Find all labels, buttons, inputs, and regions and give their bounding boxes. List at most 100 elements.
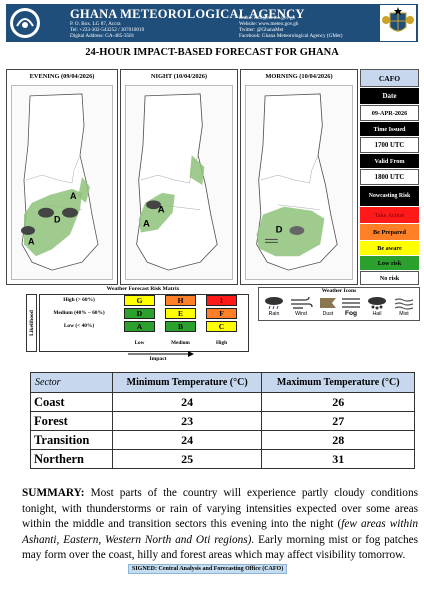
time-issued-label: Time Issued — [360, 122, 419, 136]
svg-text:A: A — [70, 191, 77, 201]
risk-matrix — [39, 294, 249, 352]
forecast-legend: CAFO Date 09-APR-2026 Time Issued 1700 U… — [360, 69, 419, 285]
max-temp-value: 26 — [261, 392, 415, 412]
row-label-low: Low (< 40%) — [63, 323, 95, 329]
page-title: 24-HOUR IMPACT-BASED FORECAST FOR GHANA — [85, 47, 339, 58]
evening-map-panel: EVENING (09/04/2026) A D A — [6, 69, 118, 285]
likelihood-label: Likelihood — [28, 310, 35, 336]
svg-text:A: A — [143, 219, 150, 229]
coat-of-arms-icon — [380, 5, 416, 41]
date-value: 09-APR-2026 — [360, 105, 419, 121]
matrix-cell-d: D — [124, 308, 155, 319]
summary-italic: few areas within Ashanti, Eastern, Weste… — [22, 518, 418, 546]
min-temp-value: 25 — [111, 449, 263, 469]
weather-icons-box: Weather Icons Rain Wind Dust Fog Hail Mi… — [258, 287, 420, 321]
svg-text:A: A — [158, 205, 165, 215]
sector-name: Transition — [30, 430, 113, 450]
min-temp-value: 24 — [111, 430, 263, 450]
forecast-summary: SUMMARY: Most parts of the country will … — [22, 486, 418, 564]
night-map: A A — [125, 85, 233, 280]
matrix-cell-g: G — [124, 295, 155, 306]
time-issued-value: 1700 UTC — [360, 137, 419, 153]
impact-arrow-icon — [128, 351, 194, 357]
matrix-cell-i: I — [206, 295, 237, 306]
mist-icon — [394, 298, 414, 310]
agency-header: GHANA METEOROLOGICAL AGENCY P. O. Box. L… — [6, 4, 418, 42]
morning-map-panel: MORNING (10/04/2026) D — [240, 69, 358, 285]
valid-from-value: 1800 UTC — [360, 169, 419, 185]
fog-icon — [342, 298, 360, 308]
summary-text-2: Early morning mist or fog patches may fo… — [22, 533, 419, 562]
dust-icon — [320, 298, 336, 308]
rain-label: Rain — [268, 311, 280, 317]
matrix-cell-e: E — [165, 308, 196, 319]
sector-header: Sector — [30, 372, 113, 393]
hail-icon — [368, 297, 386, 310]
likelihood-axis: Likelihood — [26, 294, 37, 352]
agency-name: GHANA METEOROLOGICAL AGENCY — [70, 7, 305, 21]
min-temp-header: Minimum Temperature (°C) — [111, 372, 263, 393]
phone-line: Tel: +233-302-543252 / 307010019 — [70, 27, 145, 33]
col-label-medium: Medium — [171, 340, 190, 346]
svg-text:D: D — [54, 215, 61, 225]
level-be-prepared: Be Prepared — [360, 224, 419, 240]
row-label-high: High (> 60%) — [63, 297, 95, 303]
twitter-line: Twitter: @GhanaMet — [239, 27, 284, 33]
hail-label: Hail — [372, 311, 382, 317]
fog-label: Fog — [344, 310, 358, 317]
sector-name: Forest — [30, 411, 113, 431]
digital-address-line: Digital Address: GA-485-3581 — [70, 33, 135, 39]
level-low-risk: Low risk — [360, 256, 419, 270]
level-no-risk: No risk — [360, 271, 419, 285]
rain-icon — [265, 297, 283, 310]
table-row: Forest 23 27 — [30, 411, 415, 431]
email-line: Email: info@meteo.gov.gh — [239, 15, 296, 21]
level-be-aware: Be aware — [360, 241, 419, 255]
mist-label: Mist — [399, 311, 409, 317]
matrix-cell-b: B — [165, 321, 196, 332]
svg-text:A: A — [28, 236, 35, 246]
risk-matrix-title: Weather Forecast Risk Matrix — [106, 286, 180, 292]
matrix-cell-a: A — [124, 321, 155, 332]
max-temp-value: 31 — [261, 449, 415, 469]
address-line: P. O. Box. LG 87, Accra — [70, 21, 121, 27]
min-temp-value: 23 — [111, 411, 263, 431]
signed-badge: SIGNED: Central Analysis and Forecasting… — [128, 564, 288, 574]
summary-lead: SUMMARY: — [22, 487, 85, 499]
level-take-action: Take Action — [360, 207, 419, 223]
col-label-high: High — [216, 340, 227, 346]
max-temp-value: 27 — [261, 411, 415, 431]
svg-text:D: D — [276, 225, 283, 235]
nowcasting-risk-label: Nowcasting Risk — [360, 186, 419, 206]
evening-map: A D A — [11, 85, 113, 280]
row-label-medium: Medium (40% – 60%) — [53, 310, 105, 316]
matrix-cell-c: C — [206, 321, 237, 332]
weather-icons-title: Weather Icons — [321, 288, 357, 294]
col-label-low: Low — [134, 340, 145, 346]
sector-name: Coast — [30, 392, 113, 412]
date-label: Date — [360, 88, 419, 104]
panel-title-night: NIGHT (10/04/2026) — [150, 73, 208, 80]
sector-name: Northern — [30, 449, 113, 469]
valid-from-label: Valid From — [360, 154, 419, 168]
max-temp-header: Maximum Temperature (°C) — [261, 372, 415, 393]
temperature-table: Sector Minimum Temperature (°C) Maximum … — [30, 372, 415, 469]
summary-text-1: Most parts of the country will experienc… — [22, 487, 418, 531]
table-row: Transition 24 28 — [30, 430, 415, 450]
panel-title-morning: MORNING (10/04/2026) — [265, 73, 333, 80]
facebook-line: Facebook: Ghana Meteorological Agency (G… — [239, 33, 343, 39]
panel-title-evening: EVENING (09/04/2026) — [29, 73, 95, 80]
website-line: Website: www.meteo.gov.gh — [239, 21, 299, 27]
cafo-header: CAFO — [360, 69, 419, 87]
matrix-cell-h: H — [165, 295, 196, 306]
table-row: Coast 24 26 — [30, 392, 415, 412]
table-row: Northern 25 31 — [30, 449, 415, 469]
wind-icon — [291, 296, 313, 309]
night-map-panel: NIGHT (10/04/2026) A A — [120, 69, 238, 285]
gmet-logo-icon — [10, 8, 40, 38]
matrix-cell-f: F — [206, 308, 237, 319]
table-header-row: Sector Minimum Temperature (°C) Maximum … — [30, 372, 415, 393]
wind-label: Wind — [295, 311, 307, 317]
morning-map: D — [245, 85, 353, 280]
impact-label: Impact — [149, 356, 167, 362]
